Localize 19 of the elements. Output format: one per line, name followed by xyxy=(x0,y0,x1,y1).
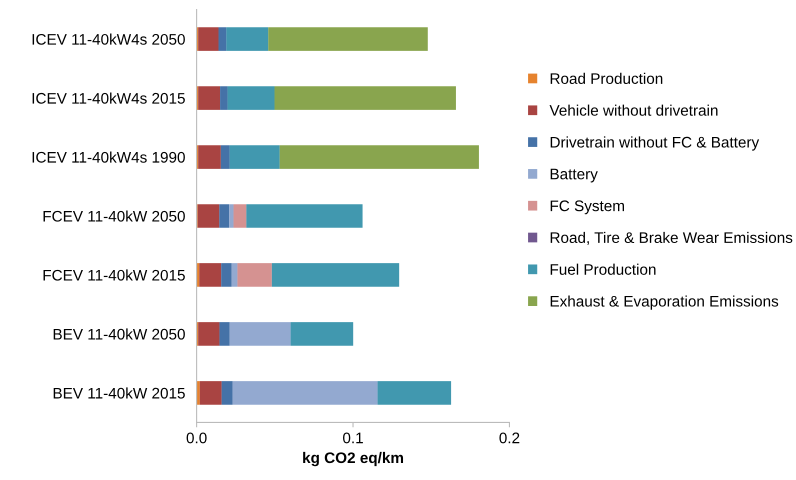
x-tick-label: 0.1 xyxy=(343,432,363,444)
y-tick-label: ICEV 11-40kW4s 2015 xyxy=(32,92,185,104)
y-tick-label: FCEV 11-40kW 2050 xyxy=(44,210,185,222)
legend-label: Battery xyxy=(550,168,598,182)
x-axis-title: kg CO2 eq/km xyxy=(303,452,404,466)
legend-label: Fuel Production xyxy=(550,264,656,275)
y-tick-label: ICEV 11-40kW4s 2050 xyxy=(32,34,185,45)
y-tick-label: BEV 11-40kW 2050 xyxy=(54,328,185,340)
x-tick-label: 0.0 xyxy=(186,432,207,444)
legend-label: Drivetrain without FC & Battery xyxy=(550,136,760,151)
legend-label: Road, Tire & Brake Wear Emissions xyxy=(550,232,792,245)
y-tick-label: BEV 11-40kW 2015 xyxy=(54,387,185,399)
y-tick-label: ICEV 11-40kW4s 1990 xyxy=(32,151,185,163)
legend-label: Vehicle without drivetrain xyxy=(550,104,718,116)
legend-label: Road Production xyxy=(550,72,662,84)
legend-label: Exhaust & Evaporation Emissions xyxy=(550,295,778,310)
legend-label: FC System xyxy=(550,200,624,214)
x-tick-label: 0.2 xyxy=(499,432,520,444)
y-tick-label: FCEV 11-40kW 2015 xyxy=(44,269,185,281)
